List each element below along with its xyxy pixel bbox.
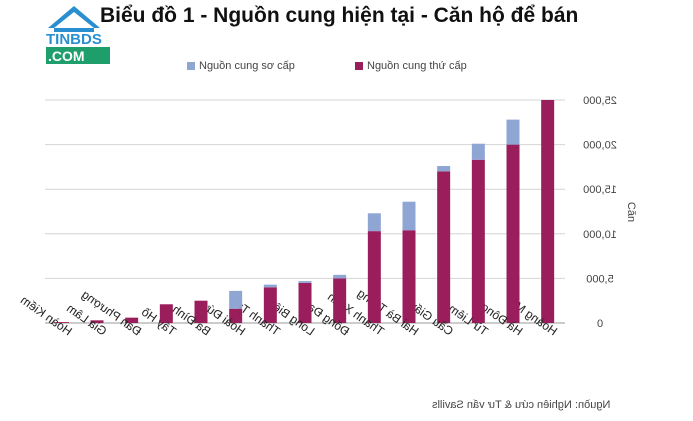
y-tick-label: 0 [597,318,603,330]
logo-line1: TINBDS [46,31,102,48]
bar-segment [506,144,520,323]
legend-item-primary: Nguồn cung sơ cấp [187,60,295,72]
bar-segment [125,317,139,323]
logo-roof-icon [48,6,100,28]
bar-segment [541,100,555,323]
chart-title: Biểu đồ 1 - Nguồn cung hiện tại - Căn hộ… [100,4,579,27]
bar-segment [229,290,243,309]
bar-segment [437,171,451,323]
bar-segment [471,159,485,323]
bar-segment [55,322,69,323]
category-label: Hoàn Kiếm [18,293,75,339]
y-tick-label: 10,000 [583,229,617,241]
tinbds-logo: TINBDS .COM [46,6,110,64]
legend-label-secondary: Nguồn cung thứ cấp [367,60,467,72]
bar-segment [229,308,243,323]
bar-segment [159,304,173,323]
bar-segment [437,166,451,172]
bar-segment [298,281,312,283]
bar-segment [471,143,485,160]
bar-segment [506,119,520,145]
bar-segment [263,287,277,323]
bar-segment [402,230,416,323]
legend-swatch-primary [187,62,195,71]
source-note: Nguồn: Nghiên cứu & Tư vấn Savills [432,399,611,411]
bar-segment [90,320,104,323]
legend-item-secondary: Nguồn cung thứ cấp [355,60,467,72]
bar-segment [402,201,416,231]
bar-segment [333,278,347,323]
bar-segment [367,231,381,323]
y-tick-label: 25,000 [583,95,617,107]
y-tick-label: 5,000 [586,273,614,285]
bar-segment [333,274,347,279]
legend-label-primary: Nguồn cung sơ cấp [199,60,295,72]
bar-segment [263,284,277,288]
logo-line2: .COM [48,48,85,64]
legend-swatch-secondary [355,62,363,71]
bar-segment [194,300,208,323]
bar-segment [298,282,312,323]
y-tick-label: 15,000 [583,184,617,196]
bar-segment [367,213,381,232]
y-tick-label: 20,000 [583,140,617,152]
y-axis-label: Căn [625,202,637,222]
